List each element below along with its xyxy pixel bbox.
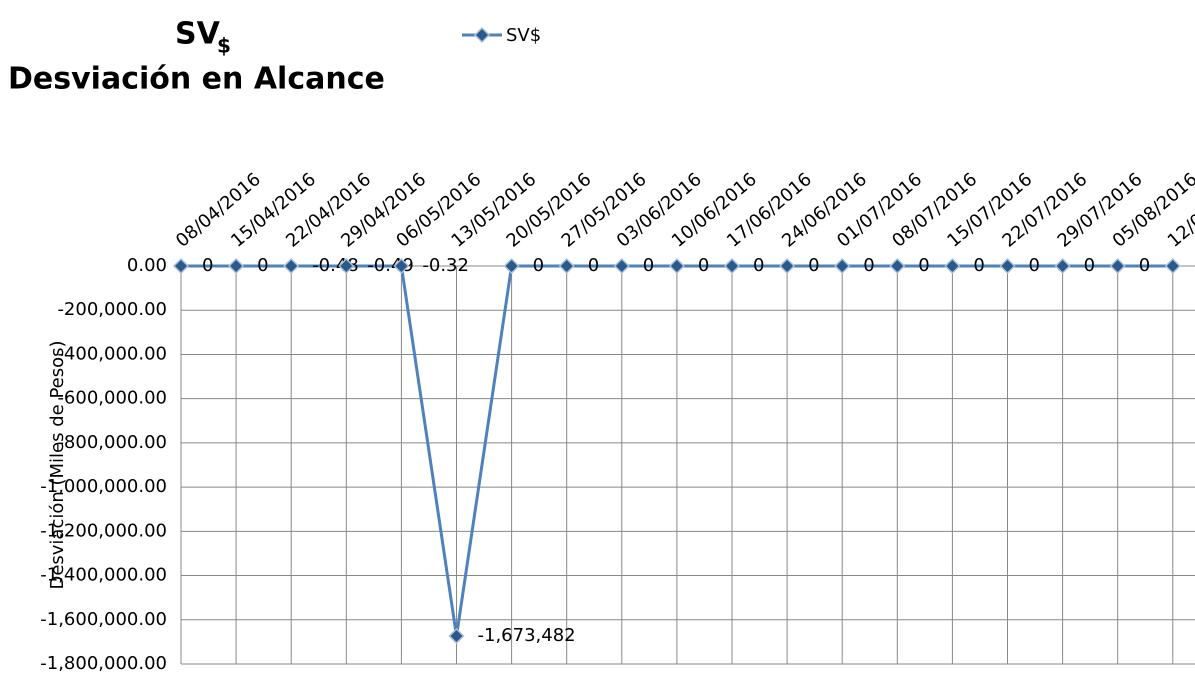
data-label: 0 — [533, 255, 544, 276]
marker — [723, 257, 741, 275]
marker — [1164, 257, 1181, 275]
data-label: 0 — [257, 255, 268, 276]
data-label: 0 — [588, 255, 599, 276]
data-label: 0 — [1084, 255, 1095, 276]
chart-title-subscript: $ — [217, 34, 231, 58]
marker — [503, 257, 520, 275]
marker — [393, 257, 410, 275]
chart-title: SV — [175, 17, 221, 52]
data-label: 0 — [1029, 255, 1040, 276]
marker — [228, 257, 245, 275]
marker — [1109, 257, 1126, 275]
marker — [448, 627, 465, 645]
y-axis-label: Desviación (Miles de Pesos) — [47, 340, 68, 589]
y-tick-label: -1,800,000.00 — [40, 653, 167, 674]
y-tick-label: -200,000.00 — [57, 299, 167, 320]
y-tick-label: -600,000.00 — [57, 388, 167, 409]
data-label: 0 — [808, 255, 819, 276]
marker — [613, 257, 630, 275]
data-label: 0 — [973, 255, 984, 276]
data-label: 0 — [753, 255, 764, 276]
y-tick-label: -1,400,000.00 — [40, 565, 167, 586]
marker — [779, 257, 796, 275]
legend-label: SV$ — [506, 25, 541, 46]
data-label: 0 — [643, 255, 654, 276]
marker — [172, 257, 190, 275]
marker — [558, 257, 575, 275]
data-label: 0 — [918, 255, 929, 276]
data-label: 0 — [202, 255, 213, 276]
y-tick-label: -1,600,000.00 — [40, 609, 167, 630]
marker — [1054, 257, 1071, 275]
data-label: -0.32 — [422, 255, 469, 276]
marker — [283, 257, 300, 275]
y-tick-label: -800,000.00 — [57, 432, 167, 453]
marker — [944, 257, 961, 275]
marker — [889, 257, 906, 275]
marker — [338, 257, 355, 275]
data-label: 0 — [1194, 255, 1195, 276]
y-tick-label: 0.00 — [127, 255, 167, 276]
legend-marker — [473, 26, 491, 44]
data-label: 0 — [1139, 255, 1150, 276]
data-label: -1,673,482 — [478, 625, 576, 646]
y-tick-label: -1,200,000.00 — [40, 520, 167, 541]
chart-subtitle: Desviación en Alcance — [8, 62, 385, 97]
data-label: 0 — [863, 255, 874, 276]
y-tick-label: -400,000.00 — [57, 343, 167, 364]
marker — [999, 257, 1016, 275]
marker — [834, 257, 851, 275]
marker — [668, 257, 685, 275]
y-tick-label: -1,000,000.00 — [40, 476, 167, 497]
data-label: 0 — [698, 255, 709, 276]
